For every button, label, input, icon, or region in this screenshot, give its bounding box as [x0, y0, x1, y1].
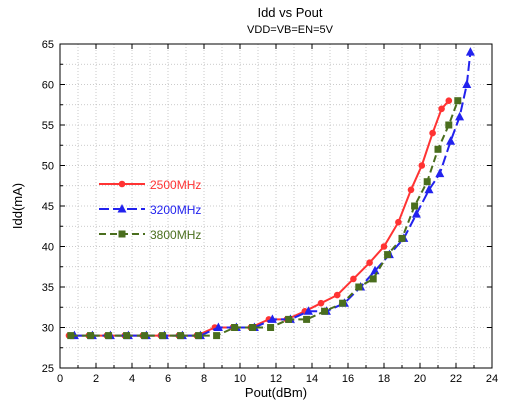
y-tick-label: 65 — [42, 39, 54, 51]
data-point — [462, 80, 471, 89]
data-point — [67, 332, 74, 339]
data-point — [429, 130, 436, 137]
data-point — [408, 187, 415, 194]
data-point — [267, 324, 274, 331]
y-tick-label: 30 — [42, 323, 54, 335]
y-axis-label: Idd(mA) — [10, 183, 25, 229]
y-tick-label: 55 — [42, 120, 54, 132]
chart-title: Idd vs Pout — [257, 5, 322, 20]
series-2500MHz — [66, 97, 452, 339]
data-point — [395, 219, 402, 226]
legend-item: 3200MHz — [99, 203, 201, 217]
data-point — [438, 106, 445, 113]
legend-marker — [119, 181, 126, 188]
data-point — [419, 162, 426, 169]
x-tick-label: 12 — [270, 373, 282, 385]
data-point — [411, 203, 418, 210]
x-tick-label: 4 — [129, 373, 135, 385]
x-tick-label: 6 — [165, 373, 171, 385]
x-tick-label: 22 — [450, 373, 462, 385]
x-tick-label: 18 — [378, 373, 390, 385]
data-point — [445, 122, 452, 129]
x-tick-label: 0 — [57, 373, 63, 385]
data-point — [339, 300, 346, 307]
data-point — [466, 47, 475, 56]
data-point — [435, 146, 442, 153]
x-tick-label: 8 — [201, 373, 207, 385]
x-tick-label: 20 — [414, 373, 426, 385]
data-point — [105, 332, 112, 339]
data-point — [334, 292, 341, 299]
x-axis-label: Pout(dBm) — [245, 385, 307, 400]
data-point — [399, 235, 406, 242]
x-tick-label: 14 — [306, 373, 318, 385]
data-point — [141, 332, 148, 339]
data-point — [384, 251, 391, 258]
legend-marker — [119, 231, 126, 238]
data-point — [350, 276, 357, 283]
data-point — [446, 136, 455, 145]
data-point — [285, 316, 292, 323]
y-tick-label: 45 — [42, 201, 54, 213]
data-point — [355, 284, 362, 291]
data-point — [381, 243, 388, 250]
data-point — [435, 169, 444, 178]
x-tick-label: 16 — [342, 373, 354, 385]
legend-item: 2500MHz — [99, 178, 201, 192]
data-point — [159, 332, 166, 339]
data-point — [370, 275, 377, 282]
y-tick-label: 50 — [42, 161, 54, 173]
data-point — [123, 332, 130, 339]
x-tick-label: 2 — [93, 373, 99, 385]
series-line — [69, 101, 449, 336]
data-point — [321, 308, 328, 315]
data-point — [177, 332, 184, 339]
data-point — [424, 178, 431, 185]
legend-label: 2500MHz — [150, 178, 201, 192]
chart-subtitle: VDD=VB=EN=5V — [247, 24, 334, 36]
legend: 2500MHz 3200MHz 3800MHz — [99, 178, 201, 242]
data-point — [195, 332, 202, 339]
legend-label: 3800MHz — [150, 228, 201, 242]
x-tick-label: 24 — [486, 373, 498, 385]
data-point — [455, 112, 464, 121]
data-point — [318, 300, 325, 307]
data-point — [87, 332, 94, 339]
data-point — [249, 324, 256, 331]
series-layer — [66, 47, 475, 339]
data-point — [446, 97, 453, 104]
data-point — [213, 332, 220, 339]
y-tick-label: 60 — [42, 80, 54, 92]
y-tick-label: 35 — [42, 282, 54, 294]
series-line — [74, 52, 470, 336]
series-3200MHz — [70, 47, 475, 339]
x-tick-label: 10 — [234, 373, 246, 385]
y-tick-label: 25 — [42, 363, 54, 375]
data-point — [303, 316, 310, 323]
legend-label: 3200MHz — [150, 203, 201, 217]
y-tick-label: 40 — [42, 242, 54, 254]
data-point — [366, 259, 373, 266]
data-point — [231, 324, 238, 331]
data-point — [454, 97, 461, 104]
